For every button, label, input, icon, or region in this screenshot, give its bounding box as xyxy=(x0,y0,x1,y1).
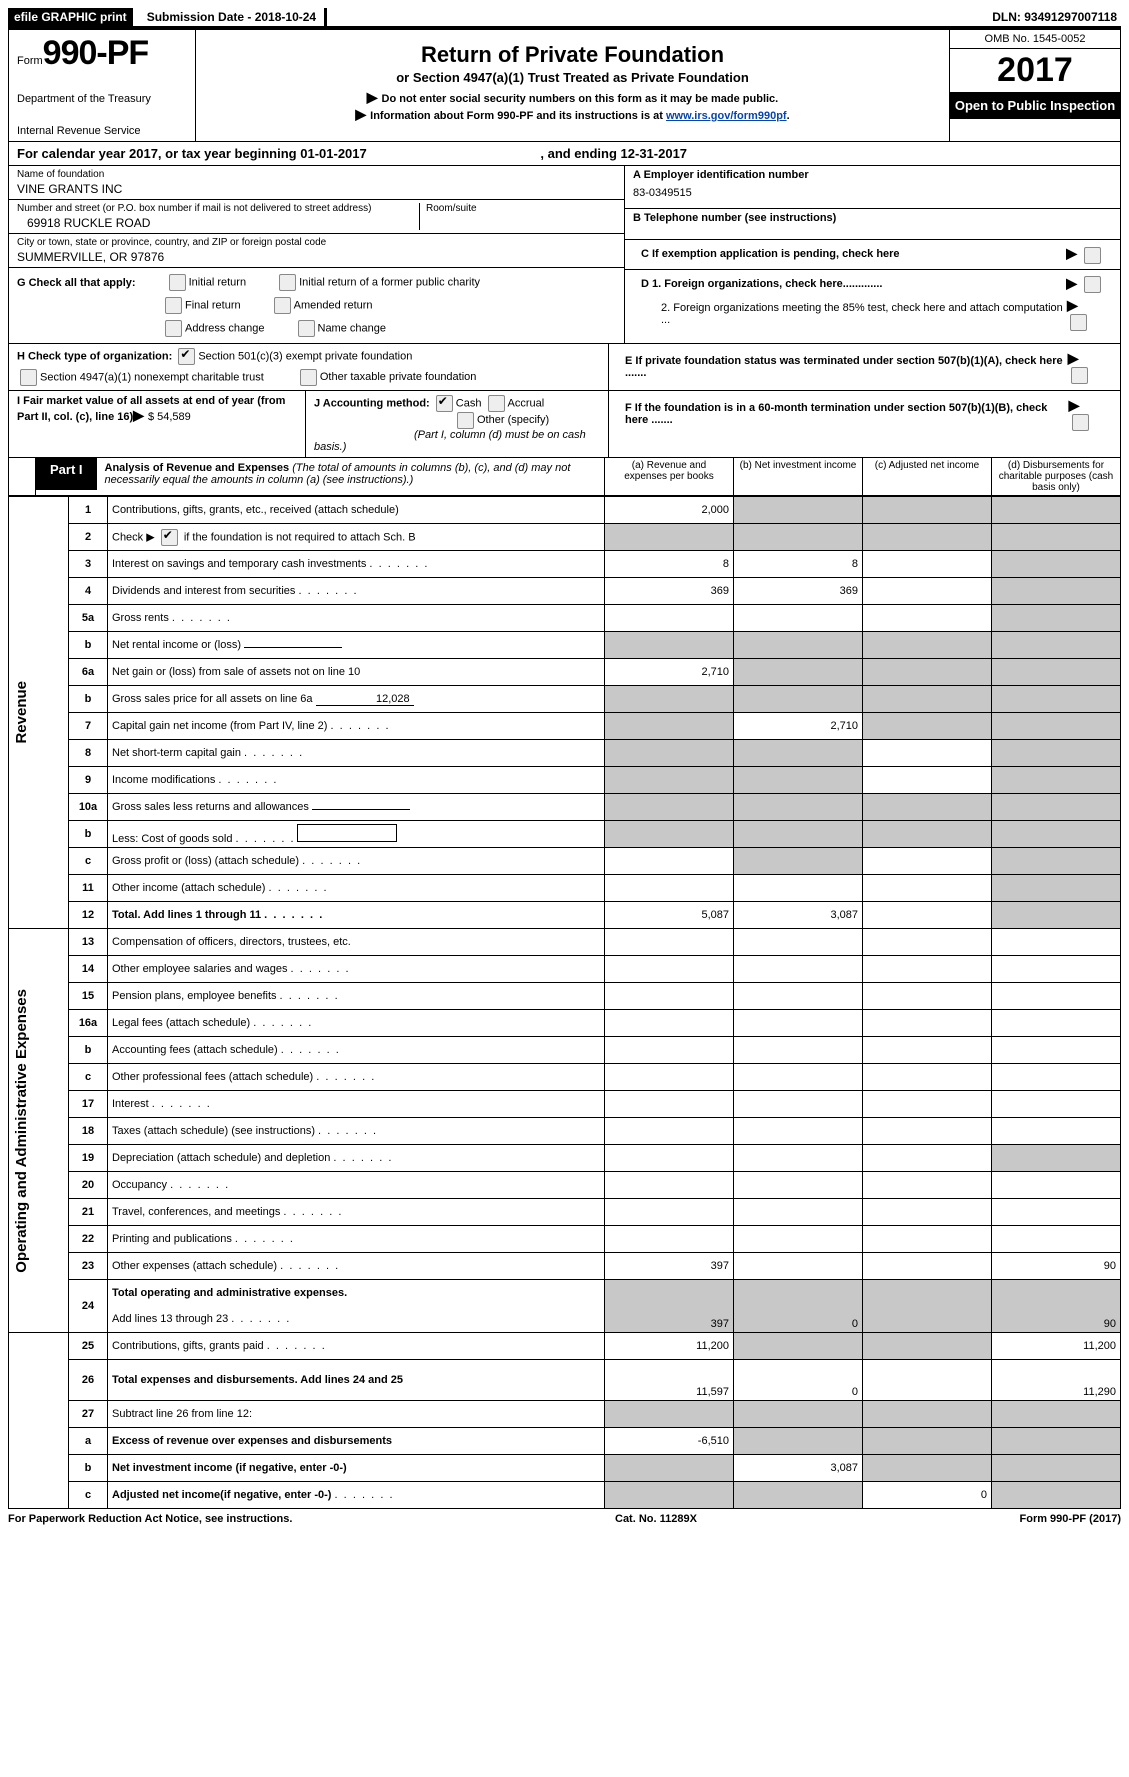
amended-return-checkbox[interactable] xyxy=(274,297,291,314)
foundation-name-cell: Name of foundation VINE GRANTS INC xyxy=(9,166,624,200)
arrow-icon: ▶ xyxy=(1066,275,1077,291)
arrow-icon: ▶ xyxy=(1068,350,1079,366)
arrow-icon: ▶ xyxy=(1067,297,1078,313)
dept2: Internal Revenue Service xyxy=(17,125,187,137)
h-501c3-checkbox[interactable] xyxy=(178,348,195,365)
g-label: G Check all that apply: xyxy=(17,277,136,289)
header-left: Form990-PF Department of the Treasury In… xyxy=(9,30,196,141)
10b-input[interactable] xyxy=(297,824,397,842)
col-c-header: (c) Adjusted net income xyxy=(862,458,991,495)
6b-input[interactable]: 12,028 xyxy=(316,693,414,706)
footer: For Paperwork Reduction Act Notice, see … xyxy=(8,1509,1121,1525)
j-cash-checkbox[interactable] xyxy=(436,395,453,412)
5b-input[interactable] xyxy=(244,647,342,648)
address-cell: Number and street (or P.O. box number if… xyxy=(9,200,624,234)
schb-checkbox[interactable] xyxy=(161,529,178,546)
omb-number: OMB No. 1545-0052 xyxy=(950,30,1120,49)
h-i-j-row: H Check type of organization: Section 50… xyxy=(8,344,1121,391)
dept1: Department of the Treasury xyxy=(17,93,187,105)
meta-right: A Employer identification number 83-0349… xyxy=(624,166,1120,343)
form-container: efile GRAPHIC print Submission Date - 20… xyxy=(8,8,1121,1525)
part1-column-headers: (a) Revenue and expenses per books (b) N… xyxy=(604,458,1120,495)
h-4947-checkbox[interactable] xyxy=(20,369,37,386)
f-checkbox[interactable] xyxy=(1072,414,1089,431)
col-a-header: (a) Revenue and expenses per books xyxy=(604,458,733,495)
meta-section: Name of foundation VINE GRANTS INC Numbe… xyxy=(8,166,1121,344)
10a-input[interactable] xyxy=(312,809,410,810)
header-right: OMB No. 1545-0052 2017 Open to Public In… xyxy=(949,30,1120,141)
header-center: Return of Private Foundation or Section … xyxy=(196,30,949,141)
warn1: Do not enter social security numbers on … xyxy=(382,93,779,105)
name-change-checkbox[interactable] xyxy=(298,320,315,337)
i-j-f-row: I Fair market value of all assets at end… xyxy=(8,391,1121,458)
revenue-side-label: Revenue xyxy=(13,681,30,744)
open-inspection: Open to Public Inspection xyxy=(950,92,1120,119)
efile-badge: efile GRAPHIC print xyxy=(8,8,133,26)
d1-checkbox[interactable] xyxy=(1084,276,1101,293)
city-cell: City or town, state or province, country… xyxy=(9,234,624,268)
header: Form990-PF Department of the Treasury In… xyxy=(8,28,1121,142)
e-checkbox[interactable] xyxy=(1071,367,1088,384)
tax-year: 2017 xyxy=(950,49,1120,92)
instructions-link[interactable]: www.irs.gov/form990pf xyxy=(666,110,787,122)
form-subtitle: or Section 4947(a)(1) Trust Treated as P… xyxy=(204,70,941,85)
j-other-checkbox[interactable] xyxy=(457,412,474,429)
c-checkbox[interactable] xyxy=(1084,247,1101,264)
part1-table: Revenue 1Contributions, gifts, grants, e… xyxy=(8,496,1121,1509)
phone-cell: B Telephone number (see instructions) xyxy=(625,209,1120,240)
h-row: H Check type of organization: Section 50… xyxy=(17,348,600,365)
dln: DLN: 93491297007118 xyxy=(988,8,1121,26)
col-b-header: (b) Net investment income xyxy=(733,458,862,495)
h-other-checkbox[interactable] xyxy=(300,369,317,386)
form-ref: Form 990-PF (2017) xyxy=(1020,1513,1121,1525)
ein-cell: A Employer identification number 83-0349… xyxy=(625,166,1120,209)
initial-return-checkbox[interactable] xyxy=(169,274,186,291)
arrow-icon: ▶ xyxy=(367,89,378,105)
part1-label: Part I xyxy=(36,458,97,490)
d-cell: D 1. Foreign organizations, check here..… xyxy=(625,270,1120,337)
arrow-icon: ▶ xyxy=(133,407,144,423)
operating-side-label: Operating and Administrative Expenses xyxy=(13,989,30,1273)
part1-header: Part I Analysis of Revenue and Expenses … xyxy=(8,458,1121,496)
d2-checkbox[interactable] xyxy=(1070,314,1087,331)
form-word: Form xyxy=(17,55,43,67)
initial-former-checkbox[interactable] xyxy=(279,274,296,291)
meta-left: Name of foundation VINE GRANTS INC Numbe… xyxy=(9,166,624,343)
j-accrual-checkbox[interactable] xyxy=(488,395,505,412)
form-number: 990-PF xyxy=(43,34,149,72)
form-title: Return of Private Foundation xyxy=(204,42,941,68)
warn2-post: . xyxy=(787,110,790,122)
final-return-checkbox[interactable] xyxy=(165,297,182,314)
calendar-year-row: For calendar year 2017, or tax year begi… xyxy=(8,142,1121,166)
g-row: G Check all that apply: Initial return I… xyxy=(9,268,624,343)
col-d-header: (d) Disbursements for charitable purpose… xyxy=(991,458,1120,495)
address-change-checkbox[interactable] xyxy=(165,320,182,337)
paperwork-notice: For Paperwork Reduction Act Notice, see … xyxy=(8,1513,292,1525)
submission-date: Submission Date - 2018-10-24 xyxy=(139,8,327,26)
arrow-icon: ▶ xyxy=(355,106,366,122)
arrow-icon: ▶ xyxy=(1069,397,1080,413)
cat-no: Cat. No. 11289X xyxy=(615,1513,697,1525)
warn2-pre: Information about Form 990-PF and its in… xyxy=(370,110,666,122)
top-bar: efile GRAPHIC print Submission Date - 20… xyxy=(8,8,1121,28)
c-cell: C If exemption application is pending, c… xyxy=(625,240,1120,270)
arrow-icon: ▶ xyxy=(1066,245,1077,261)
